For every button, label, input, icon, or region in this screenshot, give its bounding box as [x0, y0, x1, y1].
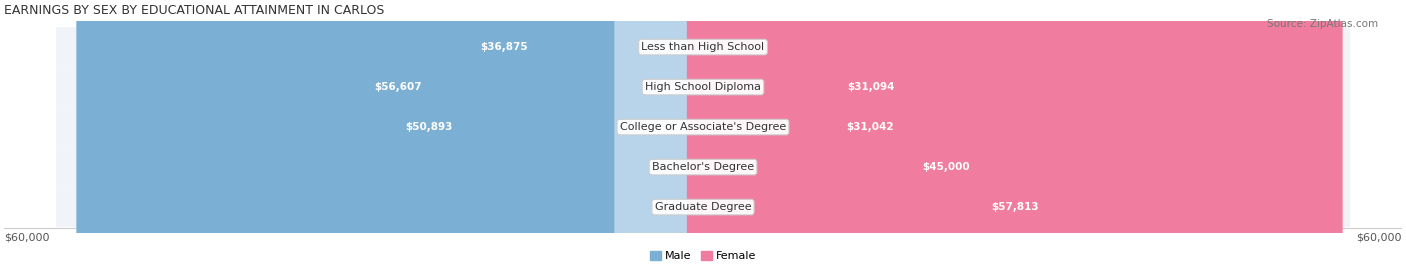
Text: $31,094: $31,094	[846, 82, 894, 92]
Legend: Male, Female: Male, Female	[645, 247, 761, 266]
Text: College or Associate's Degree: College or Associate's Degree	[620, 122, 786, 132]
Text: $45,000: $45,000	[922, 162, 970, 172]
Text: $0: $0	[662, 202, 676, 212]
FancyBboxPatch shape	[56, 147, 1350, 187]
Text: $57,813: $57,813	[991, 202, 1039, 212]
FancyBboxPatch shape	[614, 0, 714, 269]
FancyBboxPatch shape	[56, 107, 1350, 147]
Text: $0: $0	[662, 162, 676, 172]
FancyBboxPatch shape	[56, 67, 1350, 107]
FancyBboxPatch shape	[686, 0, 1054, 269]
Text: $60,000: $60,000	[1357, 232, 1402, 242]
FancyBboxPatch shape	[76, 0, 720, 269]
Text: $60,000: $60,000	[4, 232, 49, 242]
FancyBboxPatch shape	[692, 0, 792, 269]
Text: Graduate Degree: Graduate Degree	[655, 202, 751, 212]
FancyBboxPatch shape	[56, 187, 1350, 227]
Text: Less than High School: Less than High School	[641, 42, 765, 52]
FancyBboxPatch shape	[56, 27, 1350, 67]
Text: $56,607: $56,607	[374, 82, 422, 92]
FancyBboxPatch shape	[138, 0, 720, 269]
Text: $36,875: $36,875	[481, 42, 529, 52]
FancyBboxPatch shape	[686, 0, 1205, 269]
Text: $31,042: $31,042	[846, 122, 894, 132]
Text: Bachelor's Degree: Bachelor's Degree	[652, 162, 754, 172]
FancyBboxPatch shape	[290, 0, 720, 269]
FancyBboxPatch shape	[614, 0, 714, 269]
Text: $0: $0	[730, 42, 744, 52]
Text: High School Diploma: High School Diploma	[645, 82, 761, 92]
FancyBboxPatch shape	[686, 0, 1054, 269]
FancyBboxPatch shape	[686, 0, 1343, 269]
Text: EARNINGS BY SEX BY EDUCATIONAL ATTAINMENT IN CARLOS: EARNINGS BY SEX BY EDUCATIONAL ATTAINMEN…	[4, 4, 385, 17]
Text: Source: ZipAtlas.com: Source: ZipAtlas.com	[1267, 19, 1378, 29]
Text: $50,893: $50,893	[405, 122, 453, 132]
